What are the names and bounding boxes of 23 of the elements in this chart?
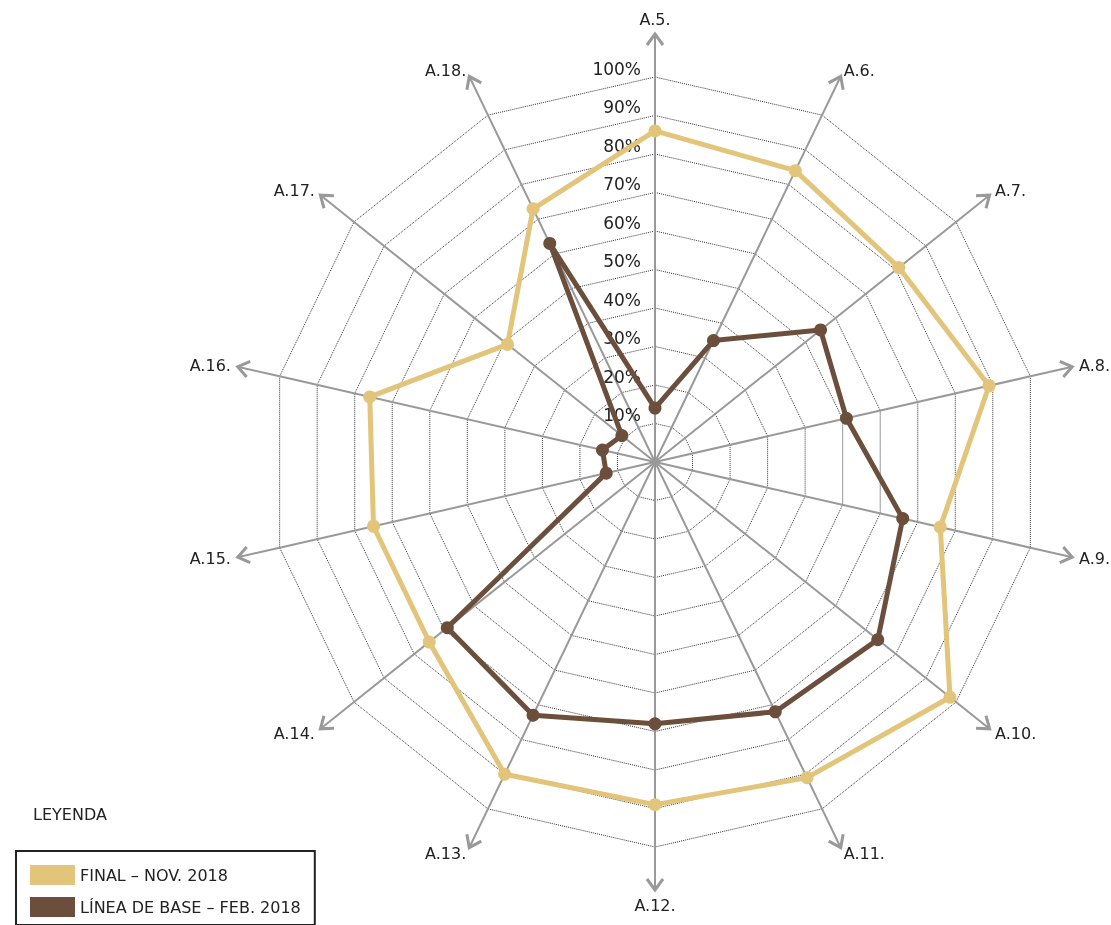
spoke-label: A.9. [1079,549,1111,569]
spoke-label: A.12. [634,895,676,915]
legend-title: LEYENDA [33,804,107,824]
y-tick-label: 40% [603,289,641,310]
y-tick-label: 100% [592,58,641,79]
spoke-label: A.10. [995,723,1037,743]
spoke-label: A.13. [425,844,467,864]
y-tick-label: 50% [603,251,641,271]
spoke-label: A.16. [189,355,231,375]
spoke-label: A.7. [995,181,1027,201]
y-tick-label: 90% [603,97,641,117]
spoke-label: A.8. [1079,355,1111,375]
legend-label: FINAL – NOV. 2018 [80,865,228,885]
legend-label: LÍNEA DE BASE – FEB. 2018 [80,897,301,917]
spoke-label: A.11. [843,844,885,864]
spoke-label: A.17. [273,181,315,201]
y-tick-label: 70% [603,174,641,194]
spoke-label: A.14. [273,723,315,743]
spoke-label: A.18. [425,60,467,80]
y-tick-label: 60% [603,212,641,233]
spoke-label: A.15. [189,549,231,569]
spoke-label: A.6. [843,60,875,80]
spoke-label: A.5. [639,9,671,29]
